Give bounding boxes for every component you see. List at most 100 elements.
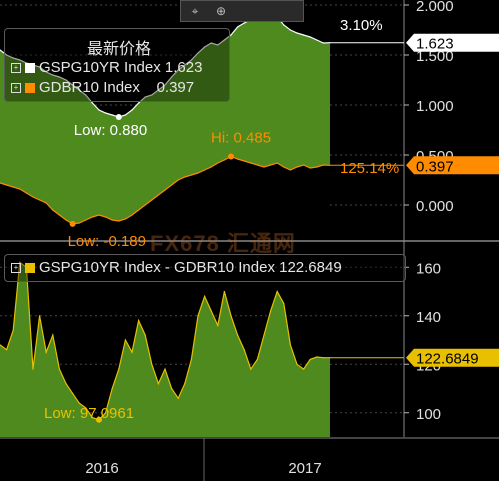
data-point <box>197 52 199 54</box>
data-point <box>105 112 107 114</box>
data-point <box>19 188 21 190</box>
data-point <box>144 204 146 206</box>
data-point <box>6 54 8 56</box>
data-point <box>256 358 258 360</box>
legend-item-gdbr10[interactable]: + GDBR10 Index 0.397 <box>11 79 194 96</box>
data-point <box>171 387 173 390</box>
last-value-tag <box>406 156 499 175</box>
data-point <box>243 349 245 351</box>
data-point <box>243 160 245 162</box>
data-point <box>98 109 100 111</box>
extreme-marker <box>228 153 234 160</box>
data-point <box>210 166 212 168</box>
data-point <box>177 179 179 181</box>
data-point <box>250 162 252 164</box>
data-point <box>6 184 8 186</box>
data-point <box>303 164 305 166</box>
data-point <box>276 162 278 164</box>
extreme-marker <box>115 114 122 120</box>
data-point <box>91 417 93 419</box>
data-point <box>177 397 179 399</box>
data-point <box>111 114 113 116</box>
legend-value: 0.397 <box>156 79 195 96</box>
data-point <box>190 59 192 61</box>
expand-icon[interactable]: + <box>11 263 21 273</box>
data-point <box>237 158 239 160</box>
data-point <box>131 109 133 111</box>
data-point <box>164 368 166 370</box>
data-point <box>105 412 107 414</box>
data-point <box>58 368 61 370</box>
data-point <box>256 164 258 166</box>
legend-item-spread[interactable]: + GSPG10YR Index - GDBR10 Index 122.6849 <box>11 259 342 276</box>
data-point <box>45 71 47 73</box>
data-point <box>124 218 126 220</box>
data-point <box>223 290 225 293</box>
data-point <box>45 351 47 353</box>
legend-bottom: + GSPG10YR Index - GDBR10 Index 122.6849 <box>4 254 406 282</box>
data-point <box>289 29 291 31</box>
data-point <box>85 219 87 221</box>
data-point <box>184 176 186 178</box>
data-point <box>78 402 80 404</box>
data-point <box>296 166 298 168</box>
data-point <box>204 169 206 171</box>
data-point <box>25 192 27 194</box>
data-point <box>270 310 272 312</box>
y-tick-label: 100 <box>416 406 441 423</box>
data-point <box>58 214 61 216</box>
data-point <box>309 36 311 38</box>
data-point <box>91 216 93 218</box>
data-point <box>52 74 54 76</box>
data-point <box>322 164 324 166</box>
data-point <box>237 26 239 28</box>
data-point <box>289 344 291 346</box>
crosshair-icon[interactable]: ⌖ <box>191 4 199 18</box>
y-tick-label: 1.000 <box>416 98 454 115</box>
data-point <box>197 315 199 317</box>
data-point <box>289 169 291 171</box>
data-point <box>65 383 67 385</box>
data-point <box>131 214 133 216</box>
last-value-tag <box>406 348 499 367</box>
data-point <box>91 102 93 104</box>
extreme-marker <box>96 416 102 423</box>
x-tick-label: 2017 <box>288 460 321 477</box>
data-point <box>243 22 245 24</box>
expand-icon[interactable]: + <box>11 63 21 73</box>
data-point <box>283 303 285 305</box>
data-point <box>164 189 166 191</box>
data-point <box>19 261 21 263</box>
data-point <box>98 214 100 216</box>
annotation-label: Low: 97.0961 <box>44 405 134 422</box>
data-point <box>39 199 41 201</box>
data-point <box>171 184 173 186</box>
data-point <box>72 392 74 394</box>
data-point <box>19 59 21 61</box>
data-point <box>230 315 232 317</box>
data-point <box>0 49 1 51</box>
data-point <box>316 39 318 41</box>
data-point <box>52 334 54 336</box>
data-point <box>0 344 1 346</box>
watermark: FX678 汇通网 <box>150 231 296 256</box>
data-point <box>210 42 212 44</box>
data-point <box>316 166 318 168</box>
data-point <box>12 329 14 331</box>
data-point <box>157 194 159 196</box>
data-point <box>223 159 225 161</box>
data-point <box>72 84 74 86</box>
data-point <box>237 334 239 336</box>
data-point <box>65 79 67 81</box>
data-point <box>197 172 199 174</box>
zoom-icon[interactable]: ⊕ <box>215 4 227 18</box>
expand-icon[interactable]: + <box>11 83 21 93</box>
y-tick-label: 1.500 <box>416 48 454 65</box>
data-point <box>85 94 87 96</box>
data-point <box>78 222 80 224</box>
data-point <box>111 387 113 390</box>
legend-item-gspg10yr[interactable]: + GSPG10YR Index 1.623 <box>11 59 202 76</box>
data-point <box>32 196 34 198</box>
data-point <box>138 102 140 104</box>
